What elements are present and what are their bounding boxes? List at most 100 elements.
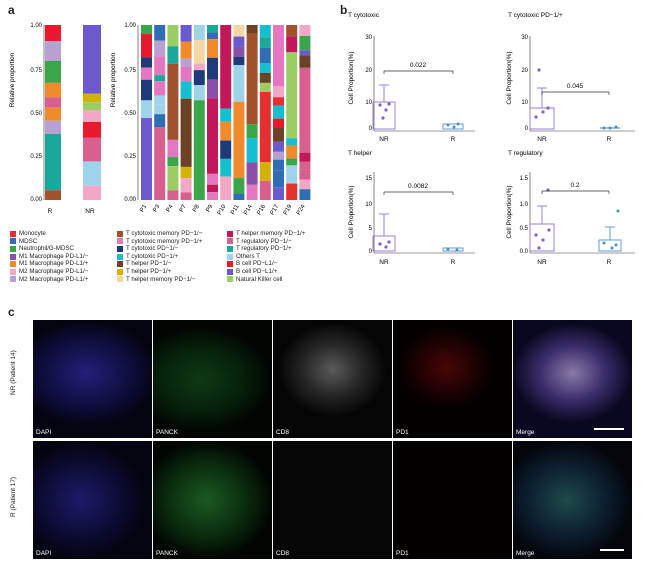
bar-segment — [193, 100, 205, 200]
legend-item: T helper memory PD−1/+ — [227, 230, 305, 238]
legend-label: T helper PD−1/− — [126, 260, 172, 268]
legend-col-1: Monocyte MDSC Neutrophil/G-MDSC M1 Macro… — [10, 230, 88, 283]
bar-segment — [45, 60, 61, 83]
a2-xtick: P10 — [217, 203, 228, 216]
bar-segment — [220, 140, 232, 159]
legend-swatch — [117, 253, 123, 260]
image-tile-panck: PANCK — [153, 441, 272, 559]
tile-label: PD1 — [396, 429, 409, 436]
b4-point — [602, 241, 606, 245]
bar-segment — [299, 67, 311, 153]
b4-xtick-r: R — [607, 259, 612, 266]
bar-segment — [45, 120, 61, 134]
b1-ytick: 10 — [365, 100, 372, 106]
a1-xtick-nr: NR — [85, 208, 95, 215]
bar-segment — [286, 158, 298, 166]
b1-title: T cytotoxic — [348, 12, 380, 19]
tile-label: DAPI — [36, 429, 52, 436]
panel-letter-b: b — [340, 3, 348, 17]
a2-xtick: P3 — [153, 203, 162, 213]
b4-point — [547, 228, 551, 232]
legend-swatch — [117, 230, 123, 237]
b1-point — [387, 102, 391, 106]
b1-box-nr — [372, 101, 396, 130]
a2-ytick: 1.00 — [124, 23, 136, 29]
bar-segment — [259, 180, 271, 200]
b1-ytick: 20 — [365, 68, 372, 74]
bar-segment — [299, 179, 311, 190]
bar-segment — [154, 25, 166, 41]
legend-label: T regulatory PD−1/+ — [236, 245, 292, 253]
bar-segment — [286, 52, 298, 139]
bar-segment — [193, 40, 205, 64]
chart-a2: Relative proportion 1.00 0.75 0.50 0.25 … — [110, 23, 311, 216]
b2-point — [534, 115, 538, 119]
bar-segment — [45, 97, 61, 108]
a1-ytick: 1.00 — [30, 23, 42, 29]
legend-item: T regulatory PD−1/− — [227, 238, 305, 246]
bar-segment — [193, 25, 205, 41]
bar-segment — [286, 36, 298, 53]
bar-segment — [167, 166, 179, 191]
b4-point — [541, 238, 545, 242]
bar-segment — [273, 118, 284, 129]
bar-segment — [273, 187, 284, 200]
a2-xtick: P1 — [139, 203, 148, 213]
bar-segment — [154, 114, 166, 128]
bar-segment — [273, 151, 284, 160]
legend-item: M1 Macrophage PD-L1/+ — [10, 260, 88, 268]
b4-point — [534, 233, 538, 237]
image-row-r: DAPI PANCK CD8 PD1 Merge — [33, 441, 632, 559]
legend-item: Others T — [227, 253, 305, 261]
b3-box-r — [442, 247, 464, 252]
legend-item: T cytotoxic PD−1/− — [117, 245, 202, 253]
legend-col-2: T cytotoxic memory PD−1/− T cytotoxic me… — [117, 230, 202, 283]
b2-point — [608, 126, 612, 130]
b1-box-r — [442, 123, 464, 130]
bar-segment — [259, 47, 271, 64]
legend-label: M2 Macrophage PD-L1/+ — [19, 275, 89, 283]
a2-xtick: P7 — [179, 203, 188, 213]
bar-segment — [273, 128, 284, 142]
b2-pvalue: 0.045 — [567, 83, 584, 90]
legend-item: B cell PD−L1/− — [227, 260, 305, 268]
bar-segment — [207, 173, 218, 185]
bar-segment — [83, 102, 101, 111]
b4-title: T regulatory — [508, 150, 543, 157]
legend-label: Natural Killer cell — [236, 275, 283, 283]
b3-box-nr — [372, 235, 396, 252]
bar-segment — [299, 189, 311, 200]
bar-segment — [141, 67, 152, 80]
bar-segment — [273, 159, 284, 171]
bar-segment — [141, 34, 152, 58]
bar-segment — [299, 55, 311, 62]
bar-segment — [45, 190, 61, 200]
image-tile-cd8: CD8 — [273, 320, 392, 438]
bar-segment — [180, 98, 192, 167]
bar-segment — [299, 152, 311, 162]
legend-swatch — [117, 268, 123, 275]
bar-segment — [233, 36, 245, 47]
image-tile-dapi: DAPI — [33, 441, 152, 559]
bar-segment — [154, 127, 166, 200]
legend-item: Monocyte — [10, 230, 88, 238]
bar-segment — [220, 176, 232, 200]
panel-letter-c: c — [8, 305, 15, 319]
legend-item: Neutrophil/G-MDSC — [10, 245, 88, 253]
b4-ylabel: Cell Proportion(%) — [506, 185, 513, 238]
legend-label: T cytotoxic memory PD−1/+ — [126, 237, 203, 245]
panel-a-charts: Relative proportion 1.00 0.75 0.50 0.25 … — [9, 23, 311, 216]
bar-segment — [207, 98, 218, 174]
a2-xtick: P9 — [205, 203, 214, 213]
b1-pvalue: 0.022 — [410, 62, 427, 69]
legend-item: MDSC — [10, 238, 88, 246]
bar-segment — [233, 56, 245, 66]
bar-segment — [193, 70, 205, 86]
bar-segment — [167, 25, 179, 47]
a1-ytick: 0.00 — [30, 197, 42, 203]
legend-swatch — [227, 261, 233, 268]
b4-point — [610, 246, 614, 250]
b3-pvalue: 0.0082 — [408, 183, 428, 190]
bar-segment — [154, 81, 166, 96]
bar-segment — [180, 178, 192, 193]
